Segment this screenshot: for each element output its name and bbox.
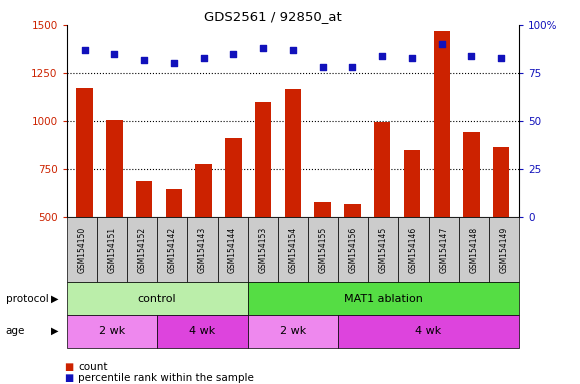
Point <box>259 45 268 51</box>
Point <box>496 55 506 61</box>
Point <box>80 47 89 53</box>
Bar <box>314 202 331 217</box>
Bar <box>345 205 361 217</box>
Text: GSM154152: GSM154152 <box>137 227 147 273</box>
Bar <box>374 122 390 217</box>
Bar <box>404 150 420 217</box>
Bar <box>166 189 182 217</box>
Point <box>199 55 208 61</box>
Text: GSM154155: GSM154155 <box>318 227 328 273</box>
Text: 2 wk: 2 wk <box>99 326 125 336</box>
Text: ▶: ▶ <box>51 326 59 336</box>
Bar <box>225 138 241 217</box>
Text: GSM154147: GSM154147 <box>439 227 448 273</box>
Text: 4 wk: 4 wk <box>189 326 216 336</box>
Point <box>467 53 476 59</box>
Text: GSM154149: GSM154149 <box>499 227 509 273</box>
Text: GSM154144: GSM154144 <box>228 227 237 273</box>
Text: 2 wk: 2 wk <box>280 326 306 336</box>
Text: ■: ■ <box>64 373 73 383</box>
Bar <box>493 147 509 217</box>
Point <box>110 51 119 57</box>
Text: GSM154150: GSM154150 <box>77 227 86 273</box>
Text: GSM154153: GSM154153 <box>258 227 267 273</box>
Text: count: count <box>78 362 108 372</box>
Text: control: control <box>138 293 176 304</box>
Point <box>169 60 179 66</box>
Point <box>378 53 387 59</box>
Text: percentile rank within the sample: percentile rank within the sample <box>78 373 254 383</box>
Text: GSM154151: GSM154151 <box>107 227 117 273</box>
Text: GSM154142: GSM154142 <box>168 227 177 273</box>
Point <box>229 51 238 57</box>
Bar <box>77 88 93 217</box>
Text: protocol: protocol <box>6 293 49 304</box>
Text: ▶: ▶ <box>51 293 59 304</box>
Text: GDS2561 / 92850_at: GDS2561 / 92850_at <box>204 10 342 23</box>
Point <box>288 47 298 53</box>
Text: ■: ■ <box>64 362 73 372</box>
Text: MAT1 ablation: MAT1 ablation <box>344 293 423 304</box>
Bar <box>463 132 480 217</box>
Bar <box>106 120 122 217</box>
Bar <box>433 31 450 217</box>
Point <box>437 41 447 47</box>
Point <box>318 64 327 70</box>
Point <box>348 64 357 70</box>
Bar <box>285 89 301 217</box>
Text: GSM154154: GSM154154 <box>288 227 298 273</box>
Point <box>407 55 416 61</box>
Text: GSM154156: GSM154156 <box>349 227 358 273</box>
Point <box>139 56 148 63</box>
Text: GSM154145: GSM154145 <box>379 227 388 273</box>
Bar <box>255 102 271 217</box>
Text: age: age <box>6 326 25 336</box>
Text: GSM154143: GSM154143 <box>198 227 207 273</box>
Text: 4 wk: 4 wk <box>415 326 442 336</box>
Text: GSM154146: GSM154146 <box>409 227 418 273</box>
Bar <box>195 164 212 217</box>
Bar <box>136 182 153 217</box>
Text: GSM154148: GSM154148 <box>469 227 478 273</box>
